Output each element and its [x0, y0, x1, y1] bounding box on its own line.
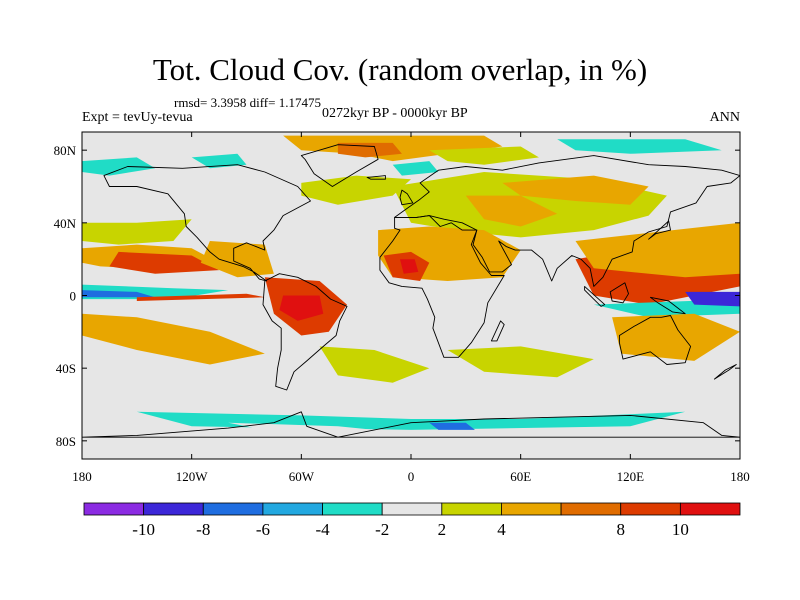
anomaly-region — [429, 146, 539, 165]
colorbar-swatch — [202, 502, 264, 516]
colorbar-label: -6 — [256, 520, 270, 539]
colorbar-label: -2 — [375, 520, 389, 539]
colorbar-swatch — [262, 502, 323, 516]
coastline — [300, 144, 379, 187]
lat-tick-label: 80S — [56, 434, 76, 449]
anomaly-region — [301, 175, 411, 205]
colorbar-swatch — [322, 502, 383, 516]
anomaly-region — [82, 219, 192, 245]
colorbar-swatch — [620, 502, 681, 516]
colorbar-swatch — [560, 502, 622, 516]
stats-label: rmsd= 3.3958 diff= 1.17475 — [174, 95, 321, 110]
colorbar-swatch — [679, 502, 741, 516]
season-label: ANN — [709, 110, 740, 125]
lat-tick-label: 0 — [70, 289, 77, 304]
anomaly-region — [228, 422, 375, 434]
colorbar-swatch — [501, 502, 562, 516]
colorbar-label: 2 — [438, 520, 447, 539]
latitude-axis: 80N 40N 0 40S 80S — [54, 143, 740, 449]
lon-tick-label: 60E — [510, 469, 531, 484]
map-plot-area — [81, 131, 741, 460]
anomaly-region — [136, 293, 265, 301]
coastline — [649, 296, 686, 315]
coastline — [82, 411, 740, 438]
coastlines — [82, 144, 740, 438]
coastline — [366, 175, 386, 180]
lat-tick-label: 80N — [54, 143, 77, 158]
colorbar-label: -10 — [132, 520, 155, 539]
colorbar-label: -4 — [315, 520, 330, 539]
anomaly-region — [200, 241, 274, 278]
anomaly-region — [319, 346, 430, 383]
colorbar-swatch — [381, 502, 443, 516]
colorbar-label: 8 — [616, 520, 625, 539]
colorbar-swatch — [143, 502, 204, 516]
anomaly-region — [400, 259, 419, 274]
colorbar-swatch — [441, 502, 502, 516]
period-label: 0272kyr BP - 0000kyr BP — [322, 106, 468, 121]
colorbar-label: 4 — [497, 520, 506, 539]
coastline — [648, 220, 671, 240]
lon-tick-label: 60W — [289, 469, 315, 484]
anomaly-region — [575, 222, 740, 278]
coastline — [103, 164, 311, 282]
anomaly-region — [685, 291, 740, 307]
coastline — [262, 273, 348, 391]
anomaly-region — [392, 161, 439, 176]
anomaly-region — [465, 195, 558, 227]
coastline — [399, 189, 414, 206]
coastline — [609, 282, 629, 304]
anomaly-region — [557, 139, 722, 154]
lat-tick-label: 40N — [54, 216, 77, 231]
anomaly-region — [279, 295, 324, 321]
lon-tick-label: 120W — [176, 469, 209, 484]
coastline — [584, 285, 606, 307]
lon-tick-label: 120E — [617, 469, 645, 484]
colorbar-label: -8 — [196, 520, 210, 539]
anomaly-region — [82, 290, 156, 298]
colorbar-swatch — [83, 502, 145, 516]
longitude-axis: 180 120W 60W 0 60E 120E 180 — [72, 132, 750, 484]
anomaly-region — [109, 251, 220, 274]
anomaly-region — [447, 346, 594, 378]
lon-tick-label: 180 — [72, 469, 92, 484]
anomaly-region — [502, 175, 649, 205]
anomaly-region — [82, 157, 156, 176]
coastline — [713, 364, 737, 380]
coastline — [394, 155, 740, 287]
colorbar-label: 10 — [672, 520, 689, 539]
anomaly-region — [82, 313, 265, 365]
lon-tick-label: 0 — [408, 469, 415, 484]
anomaly-fields — [82, 135, 740, 434]
lon-tick-label: 180 — [730, 469, 750, 484]
colorbar: -10 -8 -6 -4 -2 2 4 8 10 — [83, 502, 741, 539]
experiment-label: Expt = tevUy-tevua — [82, 110, 193, 125]
plot-title: Tot. Cloud Cov. (random overlap, in %) — [152, 52, 648, 87]
coastline — [618, 315, 692, 365]
anomaly-region — [429, 422, 475, 430]
lat-tick-label: 40S — [56, 361, 76, 376]
anomaly-region — [337, 142, 402, 158]
coastline — [490, 320, 505, 342]
anomaly-region — [612, 313, 740, 361]
